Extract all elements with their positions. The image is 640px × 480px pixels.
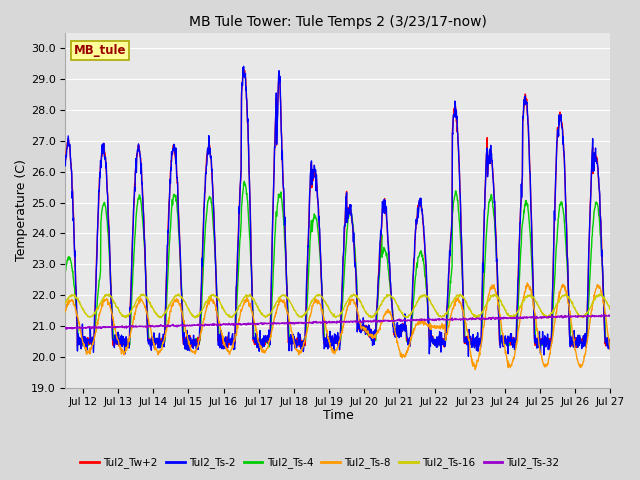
Tul2_Ts-4 [61, 269, 69, 275]
Tul2_Ts-2 [314, 195, 321, 201]
Tul2_Ts-16 [175, 291, 182, 297]
Tul2_Ts-32 [467, 316, 474, 322]
Tul2_Ts-8 [471, 367, 479, 372]
Tul2_Ts-16 [467, 308, 474, 314]
Tul2_Tw+2 [600, 315, 608, 321]
Tul2_Ts-2 [465, 353, 472, 359]
Tul2_Ts-8 [607, 347, 614, 353]
Tul2_Ts-2 [61, 163, 69, 168]
Tul2_Ts-16 [547, 311, 555, 316]
Tul2_Ts-2 [607, 338, 614, 344]
Title: MB Tule Tower: Tule Temps 2 (3/23/17-now): MB Tule Tower: Tule Temps 2 (3/23/17-now… [189, 15, 487, 29]
Line: Tul2_Ts-4: Tul2_Ts-4 [65, 181, 611, 347]
Tul2_Ts-16 [600, 295, 608, 301]
Tul2_Ts-8 [324, 333, 332, 338]
Tul2_Ts-8 [147, 326, 154, 332]
Tul2_Ts-16 [324, 304, 332, 310]
Tul2_Ts-16 [545, 315, 552, 321]
Tul2_Ts-32 [607, 312, 614, 318]
Tul2_Ts-8 [547, 345, 555, 350]
Tul2_Tw+2 [607, 336, 614, 342]
Tul2_Ts-32 [314, 320, 321, 325]
Line: Tul2_Ts-8: Tul2_Ts-8 [65, 283, 611, 370]
Tul2_Ts-32 [547, 314, 554, 320]
Tul2_Ts-4 [547, 341, 555, 347]
Tul2_Ts-8 [524, 280, 531, 286]
Tul2_Ts-8 [467, 348, 474, 354]
Text: MB_tule: MB_tule [74, 44, 126, 57]
Tul2_Tw+2 [314, 200, 322, 206]
Line: Tul2_Ts-32: Tul2_Ts-32 [65, 315, 611, 329]
Tul2_Ts-32 [61, 325, 69, 331]
Tul2_Ts-4 [266, 344, 273, 350]
Tul2_Ts-16 [607, 306, 614, 312]
Tul2_Tw+2 [547, 337, 555, 343]
Tul2_Ts-32 [324, 320, 332, 325]
Tul2_Ts-16 [147, 301, 154, 307]
Tul2_Tw+2 [224, 345, 232, 351]
Tul2_Ts-16 [314, 292, 321, 298]
Tul2_Ts-2 [600, 310, 608, 316]
Line: Tul2_Ts-2: Tul2_Ts-2 [65, 66, 611, 356]
Tul2_Ts-2 [467, 337, 475, 343]
Tul2_Ts-32 [63, 326, 70, 332]
Tul2_Ts-8 [600, 302, 608, 308]
Line: Tul2_Tw+2: Tul2_Tw+2 [65, 70, 611, 348]
Tul2_Tw+2 [324, 338, 332, 344]
Tul2_Ts-32 [600, 313, 607, 319]
Tul2_Ts-4 [324, 341, 332, 347]
Line: Tul2_Ts-16: Tul2_Ts-16 [65, 294, 611, 318]
Tul2_Ts-2 [324, 346, 332, 352]
Tul2_Ts-4 [241, 179, 248, 184]
Tul2_Ts-8 [314, 298, 321, 304]
Tul2_Ts-16 [61, 300, 69, 305]
Y-axis label: Temperature (C): Temperature (C) [15, 159, 28, 261]
Tul2_Ts-4 [607, 338, 614, 344]
Tul2_Ts-32 [147, 324, 155, 329]
Tul2_Ts-2 [240, 63, 248, 69]
Tul2_Ts-2 [547, 339, 555, 345]
Tul2_Ts-8 [61, 309, 69, 314]
Tul2_Tw+2 [147, 339, 154, 345]
Tul2_Ts-4 [147, 339, 154, 345]
Tul2_Ts-32 [601, 312, 609, 318]
Tul2_Ts-4 [314, 227, 322, 233]
X-axis label: Time: Time [323, 409, 353, 422]
Legend: Tul2_Tw+2, Tul2_Ts-2, Tul2_Ts-4, Tul2_Ts-8, Tul2_Ts-16, Tul2_Ts-32: Tul2_Tw+2, Tul2_Ts-2, Tul2_Ts-4, Tul2_Ts… [76, 453, 564, 472]
Tul2_Ts-4 [467, 339, 475, 345]
Tul2_Tw+2 [61, 157, 69, 163]
Tul2_Tw+2 [467, 336, 475, 342]
Tul2_Tw+2 [240, 67, 248, 72]
Tul2_Ts-4 [600, 301, 608, 307]
Tul2_Ts-2 [147, 342, 154, 348]
